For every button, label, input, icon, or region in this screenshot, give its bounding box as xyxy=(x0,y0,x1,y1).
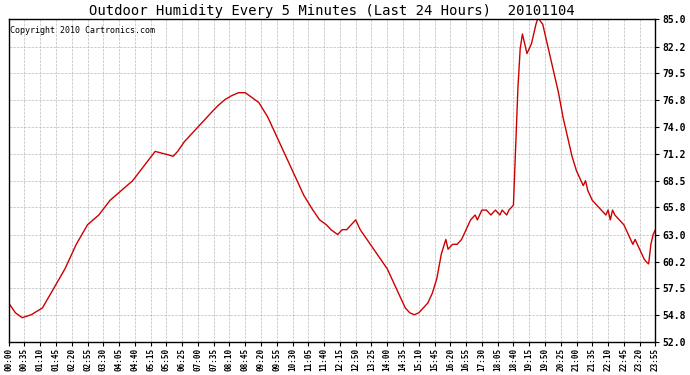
Title: Outdoor Humidity Every 5 Minutes (Last 24 Hours)  20101104: Outdoor Humidity Every 5 Minutes (Last 2… xyxy=(89,4,575,18)
Text: Copyright 2010 Cartronics.com: Copyright 2010 Cartronics.com xyxy=(10,26,155,35)
